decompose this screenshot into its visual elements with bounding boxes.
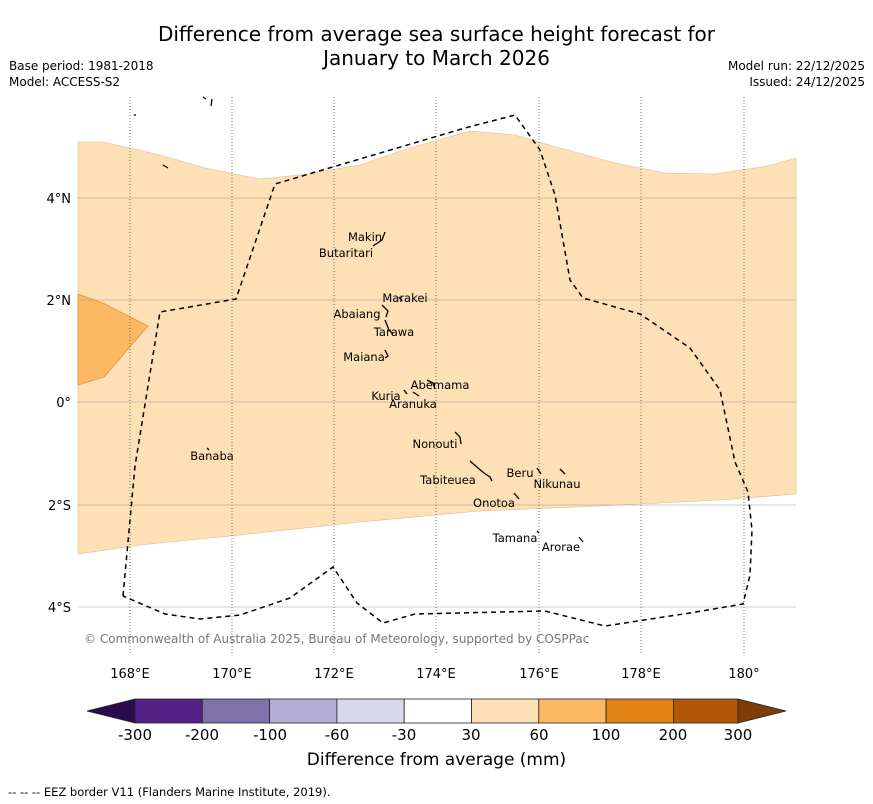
graticule (78, 97, 796, 655)
model-run: Model run: 22/12/2025 (727, 59, 865, 73)
island-label-abemama: Abemama (411, 378, 470, 392)
colorbar-swatch (538, 698, 607, 724)
lat-label: 4°N (47, 192, 72, 207)
lon-label: 178°E (621, 667, 661, 682)
colorbar-label: Difference from average (mm) (306, 750, 567, 770)
base-period: Base period: 1981-2018 (9, 59, 154, 73)
island-label-tabiteuea: Tabiteuea (419, 473, 476, 487)
colorbar-tick: 200 (659, 726, 688, 744)
islands-outlines (134, 96, 584, 543)
lat-label: 2°S (48, 499, 71, 514)
island-label-nonouti: Nonouti (413, 437, 458, 451)
island-labels: Makin Butaritari Marakei Abaiang Tarawa … (190, 230, 580, 554)
island-label-marakei: Marakei (382, 291, 427, 305)
colorbar-tick: -100 (253, 726, 287, 744)
island-label-tarawa: Tarawa (373, 325, 414, 339)
title-line-2: January to March 2026 (323, 46, 550, 70)
colorbar-swatch (605, 698, 674, 724)
island-label-butaritari: Butaritari (319, 246, 373, 260)
eez-footnote: -- -- -- EEZ border V11 (Flanders Marine… (8, 785, 331, 799)
island-label-maiana: Maiana (343, 350, 385, 364)
colorbar-swatch (403, 698, 472, 724)
model-name: Model: ACCESS-S2 (9, 75, 121, 89)
lon-label: 170°E (212, 667, 252, 682)
lat-label: 0° (56, 396, 71, 411)
colorbar-swatch (134, 698, 203, 724)
colorbar-swatch (201, 698, 271, 724)
lon-label: 176°E (519, 667, 559, 682)
lon-label: 172°E (314, 667, 354, 682)
colorbar (86, 698, 787, 724)
colorbar-tick: 100 (592, 726, 621, 744)
lon-label: 168°E (110, 667, 150, 682)
colorbar-swatch (86, 698, 136, 724)
copyright-notice: © Commonwealth of Australia 2025, Bureau… (84, 632, 590, 646)
island-label-tamana: Tamana (492, 531, 538, 545)
colorbar-swatch (269, 698, 338, 724)
colorbar-tick: -300 (118, 726, 152, 744)
island-label-banaba: Banaba (190, 449, 234, 463)
island-label-nikunau: Nikunau (533, 477, 580, 491)
colorbar-swatch (336, 698, 405, 724)
lat-labels: 4°N 2°N 0° 2°S 4°S (47, 192, 72, 616)
colorbar-swatch (737, 698, 787, 724)
colorbar-swatch (673, 698, 739, 724)
band-30-60 (77, 130, 797, 555)
lat-label: 4°S (48, 601, 71, 616)
band-60-100 (77, 293, 149, 386)
colorbar-ticks: -300 -200 -100 -60 -30 30 60 100 200 300 (118, 726, 752, 744)
lon-label: 180° (728, 667, 759, 682)
island-label-makin: Makin (348, 230, 382, 244)
colorbar-tick: 300 (724, 726, 753, 744)
issued-date: Issued: 24/12/2025 (749, 75, 865, 89)
island-label-aranuka: Aranuka (389, 397, 437, 411)
colorbar-tick: 30 (461, 726, 480, 744)
lon-labels: 168°E 170°E 172°E 174°E 176°E 178°E 180° (110, 667, 759, 682)
island-label-kuria: Kuria (371, 389, 400, 403)
island-label-beru: Beru (507, 466, 534, 480)
metadata-left: Base period: 1981-2018 Model: ACCESS-S2 (9, 58, 154, 90)
colorbar-tick: -60 (325, 726, 350, 744)
map-title: Difference from average sea surface heig… (0, 22, 873, 70)
eez-border (122, 114, 753, 627)
colorbar-tick: -200 (185, 726, 219, 744)
colorbar-tick: -30 (392, 726, 417, 744)
island-label-arorae: Arorae (542, 540, 580, 554)
island-label-abaiang: Abaiang (333, 307, 380, 321)
colorbar-tick: 60 (529, 726, 548, 744)
metadata-right: Model run: 22/12/2025 Issued: 24/12/2025 (728, 58, 865, 90)
colorbar-swatch (471, 698, 540, 724)
lon-label: 174°E (416, 667, 456, 682)
island-label-onotoa: Onotoa (473, 496, 515, 510)
lat-label: 2°N (47, 294, 72, 309)
title-line-1: Difference from average sea surface heig… (157, 22, 716, 46)
